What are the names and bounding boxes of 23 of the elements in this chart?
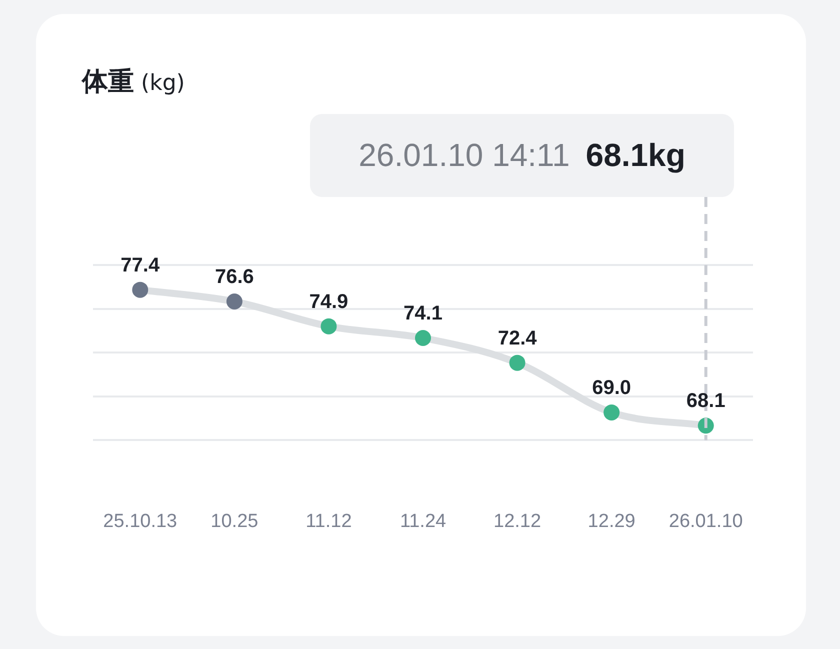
data-label: 77.4 bbox=[120, 254, 160, 276]
data-label: 69.0 bbox=[592, 376, 632, 399]
x-tick-label: 11.12 bbox=[306, 510, 352, 532]
text: 26.01.10 14:11 bbox=[358, 137, 570, 174]
data-label: 74.9 bbox=[309, 290, 348, 313]
x-tick-label: 26.01.10 bbox=[668, 510, 743, 532]
point bbox=[132, 282, 148, 298]
data-label: 74.1 bbox=[404, 302, 442, 325]
x-tick-label: 25.10.13 bbox=[103, 510, 178, 532]
x-tick-label: 12.29 bbox=[588, 510, 636, 532]
point bbox=[509, 354, 526, 371]
data-label: 68.1 bbox=[686, 390, 726, 412]
point bbox=[320, 318, 337, 334]
point bbox=[604, 404, 620, 420]
point bbox=[226, 294, 242, 310]
x-tick-label: 12.12 bbox=[494, 510, 542, 532]
x-tick-label: 11.24 bbox=[400, 510, 446, 532]
chart-title: 体重 (kg) bbox=[82, 67, 185, 97]
point bbox=[415, 330, 431, 346]
data-label: 72.4 bbox=[498, 327, 538, 350]
data-label: 76.6 bbox=[214, 266, 254, 288]
text: 68.1kg bbox=[586, 137, 686, 174]
x-tick-label: 10.25 bbox=[210, 510, 258, 532]
